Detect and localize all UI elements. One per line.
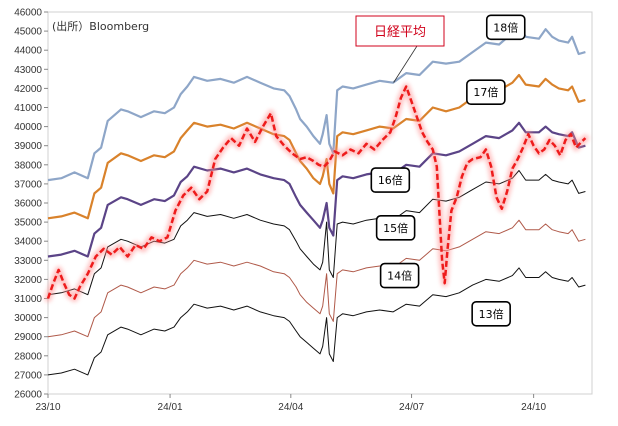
multiple-label-text: 18倍 bbox=[493, 20, 518, 34]
y-tick-label: 36000 bbox=[14, 199, 42, 210]
series-5-line bbox=[47, 267, 586, 376]
index-callout-box bbox=[355, 15, 445, 47]
series-group bbox=[44, 24, 589, 376]
y-tick-label: 37000 bbox=[14, 179, 42, 190]
series-2-line bbox=[47, 121, 586, 258]
multiple-label-text: 17倍 bbox=[473, 85, 498, 99]
source-note: (出所）Bloomberg bbox=[52, 19, 149, 33]
y-tick-label: 28000 bbox=[14, 351, 42, 362]
y-tick-label: 38000 bbox=[14, 160, 42, 171]
multiple-label-text: 15倍 bbox=[383, 221, 408, 235]
y-tick-label: 45000 bbox=[14, 27, 42, 38]
y-tick-label: 46000 bbox=[14, 8, 42, 19]
y-tick-label: 34000 bbox=[14, 237, 42, 248]
multiple-label-box bbox=[466, 79, 506, 106]
x-tick-label: 24/10 bbox=[521, 402, 546, 413]
x-tick-label: 24/04 bbox=[278, 402, 303, 413]
y-tick-label: 33000 bbox=[14, 256, 42, 267]
y-tick-label: 41000 bbox=[14, 103, 42, 114]
y-tick-label: 40000 bbox=[14, 122, 42, 133]
y-tick-label: 29000 bbox=[14, 332, 42, 343]
x-tick-label: 24/01 bbox=[158, 402, 183, 413]
multiple-label-box bbox=[379, 262, 420, 289]
y-tick-label: 39000 bbox=[14, 141, 42, 152]
multiple-label-box bbox=[370, 167, 411, 193]
x-tick-label: 23/10 bbox=[35, 402, 60, 413]
y-tick-label: 44000 bbox=[14, 46, 42, 57]
series-4-line bbox=[47, 219, 586, 338]
y-tick-label: 26000 bbox=[14, 390, 42, 401]
index-callout-text: 日経平均 bbox=[374, 25, 426, 40]
y-tick-label: 43000 bbox=[14, 65, 42, 76]
multiple-label-text: 16倍 bbox=[378, 173, 403, 187]
multiple-label-box bbox=[471, 300, 511, 327]
multiple-label-text: 14倍 bbox=[387, 269, 412, 283]
y-tick-label: 42000 bbox=[14, 84, 42, 95]
annotations-group: 日経平均 18倍 17倍 16倍 15倍 14倍 13倍 bbox=[355, 14, 526, 327]
series-6-line bbox=[46, 85, 587, 300]
multiple-label-box bbox=[485, 14, 526, 41]
series-1-line bbox=[47, 73, 586, 220]
y-tick-label: 27000 bbox=[14, 370, 42, 381]
y-tick-label: 35000 bbox=[14, 218, 42, 229]
y-tick-label: 30000 bbox=[14, 313, 42, 324]
multiple-label-text: 13倍 bbox=[479, 307, 504, 321]
x-tick-label: 24/07 bbox=[399, 402, 424, 413]
axes-group: 26000 27000 28000 29000 30000 31000 32000 33000… bbox=[14, 8, 593, 413]
multiple-label-box bbox=[375, 215, 416, 241]
callout-pointer bbox=[393, 45, 418, 83]
y-tick-label: 31000 bbox=[14, 294, 42, 305]
y-tick-label: 32000 bbox=[14, 275, 42, 286]
plot-area-frame bbox=[47, 11, 593, 395]
